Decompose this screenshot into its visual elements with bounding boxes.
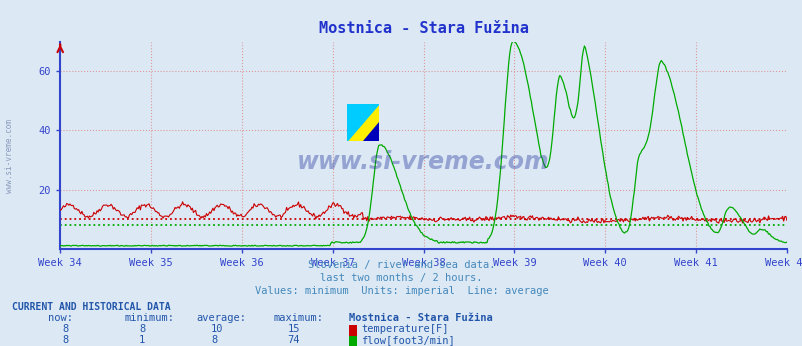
Text: maximum:: maximum: bbox=[273, 313, 322, 323]
Text: www.si-vreme.com: www.si-vreme.com bbox=[297, 150, 549, 174]
Text: 8: 8 bbox=[63, 324, 69, 334]
Text: flow[foot3/min]: flow[foot3/min] bbox=[361, 335, 455, 345]
Title: Mostnica - Stara Fužina: Mostnica - Stara Fužina bbox=[318, 21, 528, 36]
Polygon shape bbox=[346, 104, 379, 141]
Text: minimum:: minimum: bbox=[124, 313, 174, 323]
Text: 1: 1 bbox=[139, 335, 145, 345]
Text: last two months / 2 hours.: last two months / 2 hours. bbox=[320, 273, 482, 283]
Text: 15: 15 bbox=[287, 324, 300, 334]
Text: Mostnica - Stara Fužina: Mostnica - Stara Fužina bbox=[349, 313, 492, 323]
Text: Slovenia / river and sea data.: Slovenia / river and sea data. bbox=[307, 260, 495, 270]
Text: CURRENT AND HISTORICAL DATA: CURRENT AND HISTORICAL DATA bbox=[12, 302, 171, 312]
Text: 8: 8 bbox=[139, 324, 145, 334]
Text: now:: now: bbox=[48, 313, 73, 323]
Text: 74: 74 bbox=[287, 335, 300, 345]
Text: Values: minimum  Units: imperial  Line: average: Values: minimum Units: imperial Line: av… bbox=[254, 286, 548, 297]
Text: 8: 8 bbox=[211, 335, 217, 345]
Polygon shape bbox=[363, 122, 379, 141]
Text: 10: 10 bbox=[211, 324, 224, 334]
Text: temperature[F]: temperature[F] bbox=[361, 324, 448, 334]
Text: www.si-vreme.com: www.si-vreme.com bbox=[5, 119, 14, 193]
Text: average:: average: bbox=[196, 313, 246, 323]
Text: 8: 8 bbox=[63, 335, 69, 345]
